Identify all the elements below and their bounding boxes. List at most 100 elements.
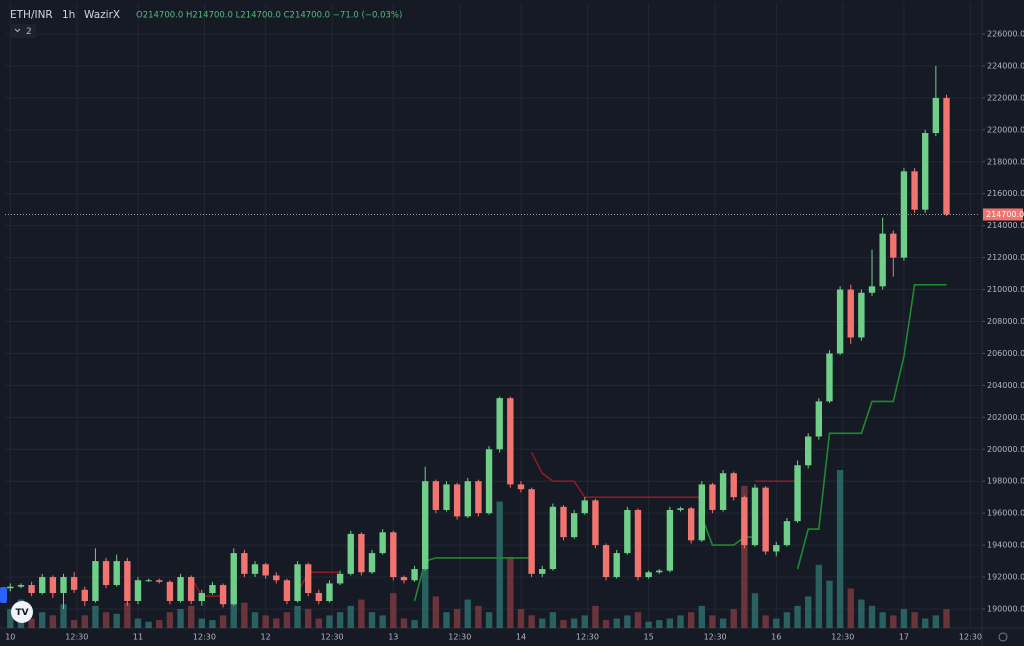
volume-bar bbox=[922, 618, 929, 628]
candle-body bbox=[81, 589, 88, 602]
volume-bar bbox=[666, 618, 674, 628]
volume-bar bbox=[241, 602, 248, 628]
candle-body bbox=[134, 580, 142, 602]
candle-body bbox=[730, 473, 737, 498]
volume-bar bbox=[113, 613, 120, 628]
candle-body bbox=[634, 509, 642, 578]
side-tab[interactable] bbox=[0, 587, 7, 603]
indicator-count: 2 bbox=[26, 27, 32, 37]
volume-bar bbox=[719, 618, 727, 628]
volume-bar bbox=[794, 605, 801, 628]
candle-body bbox=[677, 508, 684, 510]
candle-body bbox=[39, 577, 46, 594]
candle-body bbox=[400, 577, 408, 581]
volume-bar bbox=[187, 605, 195, 628]
candle-body bbox=[305, 564, 312, 594]
candles bbox=[7, 65, 950, 609]
volume-bar bbox=[358, 599, 365, 628]
volume-bar bbox=[305, 609, 312, 628]
volume-bar bbox=[70, 620, 78, 628]
ohlc-readout: O214700.0 H214700.0 L214700.0 C214700.0 … bbox=[136, 11, 402, 21]
volume-bar bbox=[517, 609, 525, 628]
y-tick-label: 194000.0 bbox=[987, 541, 1024, 550]
grid bbox=[5, 3, 980, 628]
volume-bar bbox=[475, 605, 482, 628]
volume-bar bbox=[815, 564, 823, 628]
candle-body bbox=[198, 593, 205, 602]
volume-bar bbox=[273, 618, 280, 628]
volume-bar bbox=[698, 605, 705, 628]
y-tick-label: 190000.0 bbox=[987, 604, 1024, 613]
last-price-label: 214700.0 bbox=[986, 210, 1024, 219]
candle-body bbox=[145, 580, 152, 582]
volume-bar bbox=[805, 596, 812, 628]
candle-body bbox=[262, 564, 269, 576]
candle-body bbox=[900, 171, 908, 258]
volume-bar bbox=[602, 620, 610, 628]
candle-body bbox=[624, 509, 631, 554]
settings-icon[interactable] bbox=[998, 632, 1008, 642]
candle-body bbox=[177, 577, 184, 602]
y-tick-label: 212000.0 bbox=[987, 253, 1024, 262]
candle-body bbox=[92, 561, 99, 602]
candle-body bbox=[496, 398, 503, 450]
y-tick-label: 216000.0 bbox=[987, 189, 1024, 198]
candle-body bbox=[432, 481, 440, 510]
volume-bar bbox=[432, 596, 440, 628]
volume-bar bbox=[145, 621, 152, 628]
candle-body bbox=[28, 585, 35, 594]
volume-bar bbox=[262, 615, 269, 628]
candle-body bbox=[347, 533, 354, 574]
logo-mark: TV bbox=[15, 608, 28, 618]
candle-body bbox=[113, 561, 120, 586]
volume-bar bbox=[677, 615, 684, 628]
candle-body bbox=[17, 585, 25, 587]
volume-bar bbox=[879, 612, 886, 628]
volume-bar bbox=[124, 602, 131, 628]
candle-body bbox=[539, 569, 546, 574]
candle-body bbox=[166, 581, 174, 602]
candle-body bbox=[70, 577, 78, 590]
volume-bar bbox=[102, 612, 110, 628]
candle-body bbox=[315, 593, 323, 602]
candle-body bbox=[879, 233, 886, 287]
candle-body bbox=[273, 575, 280, 581]
candle-body bbox=[230, 553, 237, 605]
candle-body bbox=[453, 484, 461, 517]
indicator-toggle[interactable] bbox=[10, 24, 36, 38]
candle-body bbox=[826, 353, 833, 402]
candle-body bbox=[613, 553, 620, 578]
volume-bar bbox=[485, 612, 493, 628]
volume-bar bbox=[528, 615, 535, 628]
candle-body bbox=[836, 289, 844, 354]
candle-body bbox=[464, 481, 471, 517]
y-tick-label: 196000.0 bbox=[987, 509, 1024, 518]
x-tick-label: 12:30 bbox=[321, 633, 344, 642]
y-tick-label: 206000.0 bbox=[987, 349, 1024, 358]
volume-bar bbox=[251, 612, 259, 628]
y-tick-label: 202000.0 bbox=[987, 413, 1024, 422]
candle-body bbox=[922, 133, 929, 210]
x-tick-label: 12:30 bbox=[576, 633, 599, 642]
candle-body bbox=[666, 509, 674, 571]
y-tick-label: 224000.0 bbox=[987, 61, 1024, 70]
volume-bar bbox=[411, 620, 418, 628]
candle-body bbox=[475, 481, 482, 514]
volume-bar bbox=[783, 612, 791, 628]
candle-body bbox=[326, 583, 333, 602]
x-tick-label: 12:30 bbox=[959, 633, 982, 642]
volume-bar bbox=[858, 599, 865, 628]
candle-body bbox=[60, 577, 67, 594]
volume-bar bbox=[28, 618, 35, 628]
y-tick-label: 198000.0 bbox=[987, 477, 1024, 486]
y-tick-label: 222000.0 bbox=[987, 93, 1024, 102]
candle-body bbox=[762, 487, 769, 552]
candle-body bbox=[581, 500, 588, 514]
candle-body bbox=[570, 513, 578, 538]
candle-body bbox=[741, 497, 748, 546]
volume-bar bbox=[134, 618, 142, 628]
y-tick-label: 220000.0 bbox=[987, 125, 1024, 134]
volume-bar bbox=[81, 615, 88, 628]
